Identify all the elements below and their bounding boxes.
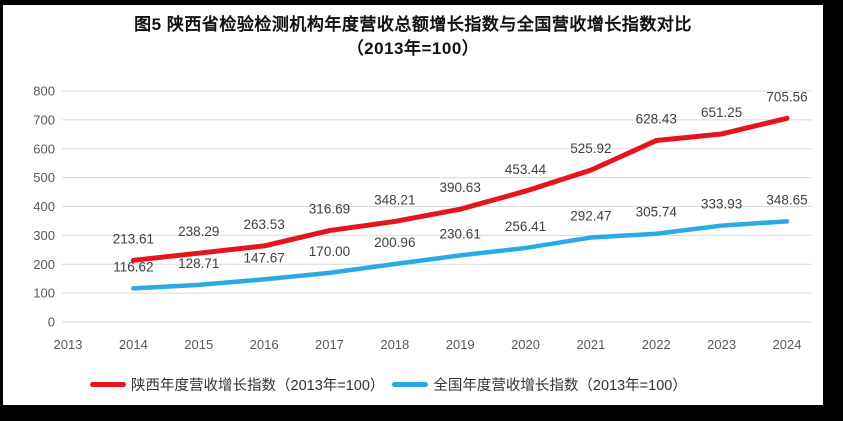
svg-text:256.41: 256.41 xyxy=(505,219,546,234)
chart-subtitle: （2013年=100） xyxy=(346,39,480,58)
svg-text:348.65: 348.65 xyxy=(766,192,807,207)
svg-text:2022: 2022 xyxy=(642,337,671,352)
chart-panel xyxy=(3,5,823,405)
chart-title: 图5 陕西省检验检测机构年度营收总额增长指数与全国营收增长指数对比 xyxy=(134,15,692,34)
svg-text:2014: 2014 xyxy=(119,337,148,352)
legend-item-national: 全国年度营收增长指数（2013年=100） xyxy=(392,374,687,395)
svg-text:333.93: 333.93 xyxy=(701,197,742,212)
svg-text:200: 200 xyxy=(33,257,55,272)
svg-text:100: 100 xyxy=(33,286,55,301)
svg-text:700: 700 xyxy=(33,112,55,127)
svg-text:705.56: 705.56 xyxy=(766,89,807,104)
svg-text:390.63: 390.63 xyxy=(440,180,481,195)
svg-text:116.62: 116.62 xyxy=(113,259,153,274)
svg-text:2017: 2017 xyxy=(315,337,344,352)
svg-text:800: 800 xyxy=(33,84,55,99)
svg-text:147.67: 147.67 xyxy=(243,250,284,265)
svg-text:651.25: 651.25 xyxy=(701,105,742,120)
svg-text:128.71: 128.71 xyxy=(178,256,219,271)
legend-swatch-shaanxi-icon xyxy=(90,381,126,387)
svg-text:2020: 2020 xyxy=(511,337,540,352)
svg-text:230.61: 230.61 xyxy=(440,226,481,241)
svg-text:500: 500 xyxy=(33,170,55,185)
legend-swatch-national-icon xyxy=(392,381,429,387)
svg-text:348.21: 348.21 xyxy=(374,192,415,207)
svg-text:525.92: 525.92 xyxy=(570,141,611,156)
svg-text:305.74: 305.74 xyxy=(636,205,678,220)
svg-text:453.44: 453.44 xyxy=(505,162,547,177)
legend-label-shaanxi: 陕西年度营收增长指数（2013年=100） xyxy=(131,377,385,394)
legend-item-shaanxi: 陕西年度营收增长指数（2013年=100） xyxy=(90,374,384,395)
svg-text:200.96: 200.96 xyxy=(374,235,415,250)
svg-text:628.43: 628.43 xyxy=(636,112,677,127)
svg-text:2013: 2013 xyxy=(54,337,83,352)
svg-text:300: 300 xyxy=(33,228,55,243)
svg-text:2015: 2015 xyxy=(184,337,213,352)
svg-text:600: 600 xyxy=(33,141,55,156)
svg-text:2021: 2021 xyxy=(576,337,605,352)
svg-text:170.00: 170.00 xyxy=(309,244,350,259)
chart-title-block: 图5 陕西省检验检测机构年度营收总额增长指数与全国营收增长指数对比 （2013年… xyxy=(3,13,823,61)
legend: 陕西年度营收增长指数（2013年=100） 全国年度营收增长指数（2013年=1… xyxy=(90,374,687,394)
svg-text:263.53: 263.53 xyxy=(243,217,284,232)
svg-text:213.61: 213.61 xyxy=(113,231,154,246)
svg-text:400: 400 xyxy=(33,199,55,214)
svg-text:2016: 2016 xyxy=(250,337,279,352)
svg-text:2018: 2018 xyxy=(380,337,409,352)
svg-text:292.47: 292.47 xyxy=(570,209,611,224)
svg-text:2019: 2019 xyxy=(446,337,475,352)
svg-text:2024: 2024 xyxy=(773,337,802,352)
svg-text:0: 0 xyxy=(48,315,55,330)
svg-text:238.29: 238.29 xyxy=(178,224,219,239)
svg-text:316.69: 316.69 xyxy=(309,202,350,217)
legend-label-national: 全国年度营收增长指数（2013年=100） xyxy=(433,377,687,394)
svg-text:2023: 2023 xyxy=(707,337,736,352)
